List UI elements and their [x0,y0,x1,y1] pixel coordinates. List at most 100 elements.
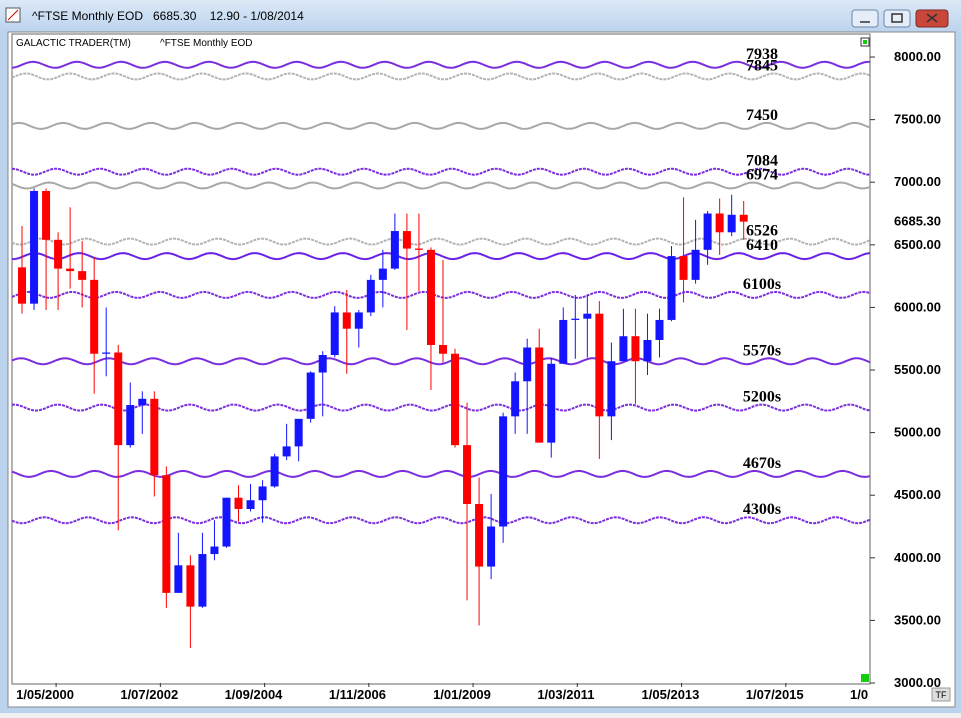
plot-layer [12,60,870,648]
candle-body [222,497,231,547]
candle-body [667,256,676,320]
candle-body [306,372,315,419]
candle-body [270,456,279,487]
candle-body [715,213,724,233]
level-line [12,516,870,525]
level-label: 4670s [743,455,781,472]
app-icon-glyph [7,9,19,21]
candle-body [210,546,219,555]
level-line [12,237,870,246]
y-tick-label: 6500.00 [894,237,941,252]
candle-body [643,339,652,362]
level-label: 7084 [746,153,778,170]
candle-body [547,363,556,443]
candle-body [66,268,75,272]
candle-body [727,214,736,233]
title-bar [0,0,961,32]
candle-body [691,249,700,280]
level-line [12,469,870,478]
x-tick-label: 1/01/2009 [433,687,491,702]
candle-body [487,526,496,567]
x-tick-label: 1/05/2013 [642,687,700,702]
candle-body [619,336,628,362]
y-tick-label: 3500.00 [894,612,941,627]
candle-body [246,500,255,509]
candle-body [174,565,183,593]
level-line [12,121,870,130]
candle-body [138,398,147,406]
candle-body [595,313,604,417]
y-tick-label: 8000.00 [894,49,941,64]
x-tick-label: 1/07/2002 [120,687,178,702]
y-tick-label: 5500.00 [894,362,941,377]
candle-body [78,271,87,280]
level-line [12,290,870,299]
tf-button[interactable] [931,687,951,702]
x-tick-label: 1/09/2004 [225,687,284,702]
y-tick-label: 3000.00 [894,675,941,690]
candle-body [655,319,664,340]
legend-indicator: GALACTIC TRADER(TM) [16,38,131,49]
window-title: ^FTSE Monthly EOD 6685.30 12.90 - 1/08/2… [32,9,304,23]
candle-body [499,416,508,527]
candle-body [366,279,375,313]
candle-body [571,318,580,320]
level-line [12,72,870,81]
candle-body [378,268,387,280]
level-label: 7450 [746,107,778,124]
level-label: 5570s [743,342,781,359]
candle-body [523,347,532,382]
last-price-label: 6685.30 [894,214,941,229]
y-tick-label: 5000.00 [894,425,941,440]
x-tick-label: 1/03/2011 [537,687,594,702]
candle-body [54,239,63,269]
candle-body [451,353,460,446]
candle-body [463,445,472,504]
level-line [12,357,870,366]
level-label: 6100s [743,276,781,293]
plot-area [11,33,871,685]
legend-symbol: ^FTSE Monthly EOD [160,38,253,49]
y-tick-label: 4500.00 [894,487,941,502]
candle-body [414,248,423,250]
minimize-button[interactable] [851,9,879,28]
level-label: 7938 [746,46,778,63]
candle-body [475,503,484,567]
candle-body [18,267,27,304]
candle-body [438,344,447,354]
candle-body [703,213,712,250]
level-label: 6974 [746,166,778,183]
candle-body [607,361,616,417]
candle-body [402,231,411,249]
candle-body [390,231,399,269]
x-tick-label: 1/05/2000 [16,687,74,702]
candle-body [535,347,544,443]
y-tick-label: 7500.00 [894,112,941,127]
candle-body [559,319,568,364]
candle-body [258,486,267,501]
candle-body [330,312,339,355]
candle-body [426,249,435,345]
maximize-button[interactable] [883,9,911,28]
x-tick-label: 1/11/2006 [329,687,386,702]
candle-body [511,381,520,417]
level-label: 5200s [743,389,781,406]
candle-body [90,279,99,354]
candle-body [186,565,195,607]
y-tick-label: 6000.00 [894,299,941,314]
level-line [12,181,870,190]
candle-body [198,554,207,607]
candle-body [282,446,291,457]
x-tick-label: 1/07/2015 [746,687,804,702]
level-label: 6410 [746,237,778,254]
x-tick-label: 1/0 [850,687,868,702]
candle-body [739,214,748,222]
candle-body [102,352,111,354]
panel-marker-dot [863,40,867,44]
candle-body [30,190,39,304]
level-label: 4300s [743,501,781,518]
candle-body [150,398,159,476]
candle-body [294,418,303,447]
panel-marker [861,674,869,682]
